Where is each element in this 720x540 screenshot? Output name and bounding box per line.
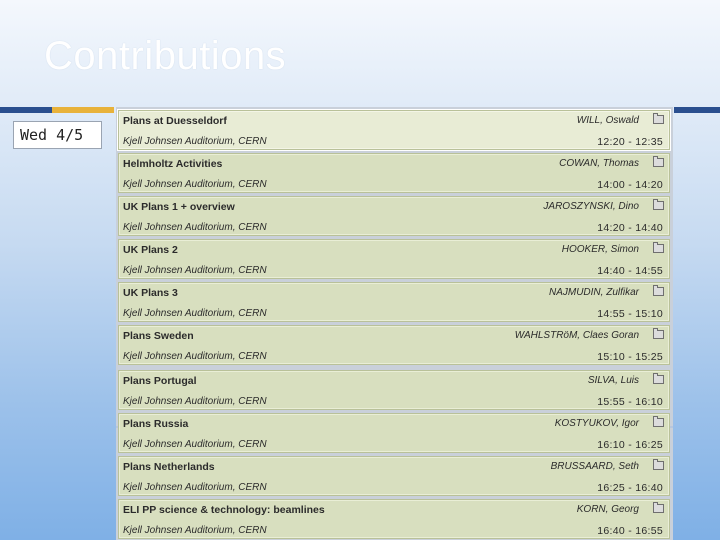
contribution-time: 12:20 - 12:35 xyxy=(597,136,663,148)
contribution-location: Kjell Johnsen Auditorium, CERN xyxy=(123,179,267,190)
contribution-speaker: COWAN, Thomas xyxy=(559,158,639,169)
contribution-title[interactable]: Helmholtz Activities xyxy=(123,158,223,170)
slide-title: Contributions xyxy=(44,34,287,78)
contribution-title[interactable]: Plans Sweden xyxy=(123,330,194,342)
contribution-speaker: WAHLSTRöM, Claes Goran xyxy=(514,330,639,341)
folder-icon[interactable] xyxy=(653,416,664,427)
folder-icon[interactable] xyxy=(653,113,664,124)
contribution-time: 14:20 - 14:40 xyxy=(597,222,663,234)
contribution-row[interactable]: Plans at Duesseldorf WILL, Oswald Kjell … xyxy=(118,110,670,150)
contribution-title[interactable]: ELI PP science & technology: beamlines xyxy=(123,504,325,516)
folder-icon[interactable] xyxy=(653,459,664,470)
contribution-row[interactable]: Plans Portugal SILVA, Luis Kjell Johnsen… xyxy=(118,370,670,410)
contribution-speaker: BRUSSAARD, Seth xyxy=(550,461,639,472)
contribution-title[interactable]: Plans at Duesseldorf xyxy=(123,115,227,127)
decorative-line-left-gold xyxy=(52,107,114,113)
contribution-speaker: JAROSZYNSKI, Dino xyxy=(543,201,639,212)
contribution-speaker: KORN, Georg xyxy=(576,504,639,515)
contribution-speaker: HOOKER, Simon xyxy=(561,244,639,255)
contribution-time: 15:10 - 15:25 xyxy=(597,351,663,363)
folder-icon[interactable] xyxy=(653,199,664,210)
contribution-location: Kjell Johnsen Auditorium, CERN xyxy=(123,439,267,450)
contribution-location: Kjell Johnsen Auditorium, CERN xyxy=(123,396,267,407)
contribution-speaker: KOSTYUKOV, Igor xyxy=(554,418,639,429)
contribution-time: 14:55 - 15:10 xyxy=(597,308,663,320)
contribution-location: Kjell Johnsen Auditorium, CERN xyxy=(123,351,267,362)
contribution-time: 14:40 - 14:55 xyxy=(597,265,663,277)
folder-icon[interactable] xyxy=(653,242,664,253)
contribution-row[interactable]: UK Plans 2 HOOKER, Simon Kjell Johnsen A… xyxy=(118,239,670,279)
contribution-row[interactable]: Helmholtz Activities COWAN, Thomas Kjell… xyxy=(118,153,670,193)
contribution-title[interactable]: Plans Netherlands xyxy=(123,461,215,473)
contribution-location: Kjell Johnsen Auditorium, CERN xyxy=(123,136,267,147)
contribution-title[interactable]: Plans Portugal xyxy=(123,375,197,387)
contribution-title[interactable]: Plans Russia xyxy=(123,418,189,430)
folder-icon[interactable] xyxy=(653,285,664,296)
folder-icon[interactable] xyxy=(653,502,664,513)
contribution-location: Kjell Johnsen Auditorium, CERN xyxy=(123,265,267,276)
contribution-time: 15:55 - 16:10 xyxy=(597,396,663,408)
contribution-title[interactable]: UK Plans 1 + overview xyxy=(123,201,235,213)
contribution-row[interactable]: UK Plans 1 + overview JAROSZYNSKI, Dino … xyxy=(118,196,670,236)
contribution-time: 16:10 - 16:25 xyxy=(597,439,663,451)
contribution-row[interactable]: UK Plans 3 NAJMUDIN, Zulfikar Kjell John… xyxy=(118,282,670,322)
folder-icon[interactable] xyxy=(653,328,664,339)
contribution-list: Plans at Duesseldorf WILL, Oswald Kjell … xyxy=(116,107,673,540)
contribution-title[interactable]: UK Plans 2 xyxy=(123,244,178,256)
contribution-time: 16:25 - 16:40 xyxy=(597,482,663,494)
contribution-row[interactable]: Plans Netherlands BRUSSAARD, Seth Kjell … xyxy=(118,456,670,496)
contribution-row[interactable]: ELI PP science & technology: beamlines K… xyxy=(118,499,670,539)
folder-icon[interactable] xyxy=(653,373,664,384)
contribution-title[interactable]: UK Plans 3 xyxy=(123,287,178,299)
day-tab[interactable]: Wed 4/5 xyxy=(13,121,102,149)
contribution-speaker: SILVA, Luis xyxy=(587,375,639,386)
contribution-location: Kjell Johnsen Auditorium, CERN xyxy=(123,482,267,493)
decorative-line-right-blue xyxy=(674,107,720,113)
folder-icon[interactable] xyxy=(653,156,664,167)
contribution-row[interactable]: Plans Sweden WAHLSTRöM, Claes Goran Kjel… xyxy=(118,325,670,365)
contribution-time: 14:00 - 14:20 xyxy=(597,179,663,191)
contribution-location: Kjell Johnsen Auditorium, CERN xyxy=(123,525,267,536)
contribution-row[interactable]: Plans Russia KOSTYUKOV, Igor Kjell Johns… xyxy=(118,413,670,453)
decorative-line-left-blue xyxy=(0,107,52,113)
contribution-location: Kjell Johnsen Auditorium, CERN xyxy=(123,222,267,233)
contribution-speaker: NAJMUDIN, Zulfikar xyxy=(548,287,639,298)
contribution-time: 16:40 - 16:55 xyxy=(597,525,663,537)
contribution-speaker: WILL, Oswald xyxy=(576,115,639,126)
contribution-location: Kjell Johnsen Auditorium, CERN xyxy=(123,308,267,319)
